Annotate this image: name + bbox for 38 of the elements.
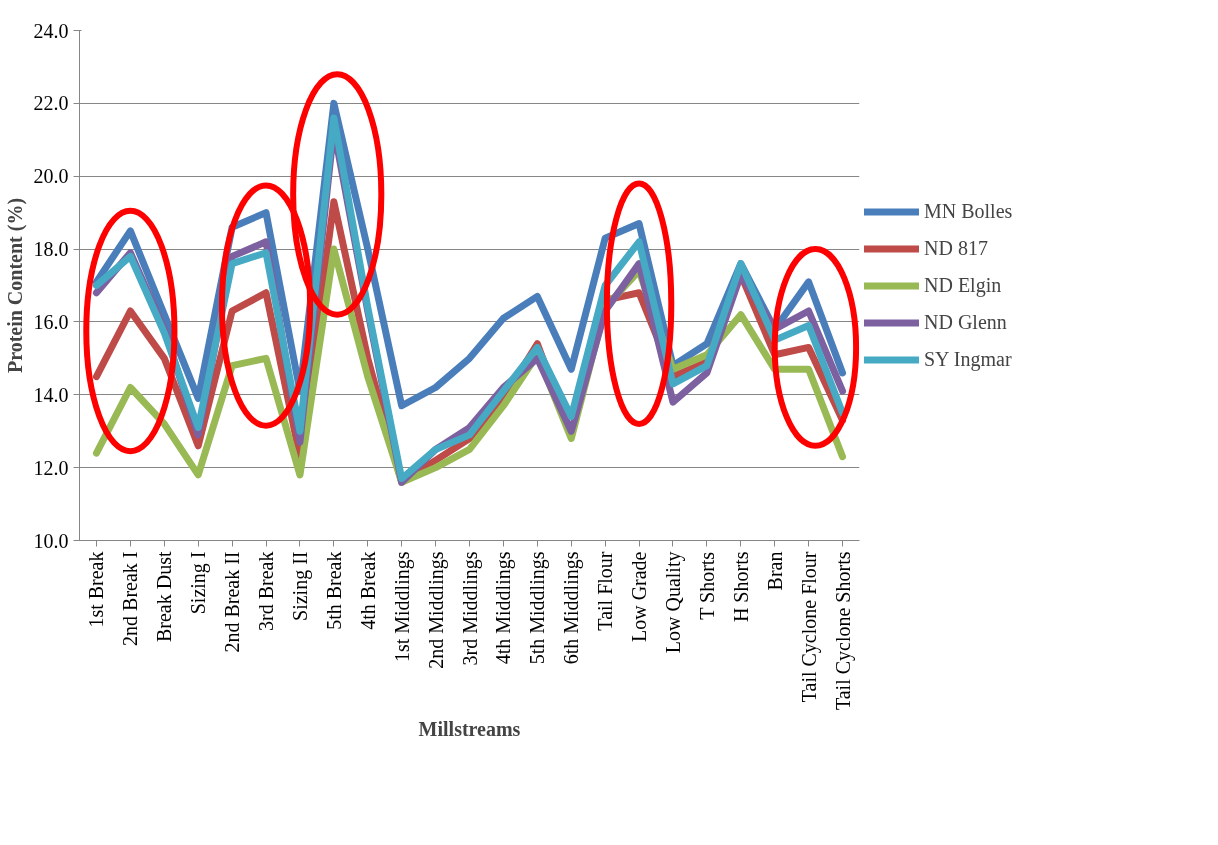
legend-label: SY Ingmar — [924, 347, 1012, 371]
x-tick-label: 3rd Break — [255, 551, 278, 631]
x-tick-label: Tail Cyclone Flour — [797, 551, 821, 703]
x-tick-label: T Shorts — [695, 551, 718, 620]
x-tick-label: 5th Break — [322, 551, 345, 630]
legend-label: ND 817 — [924, 236, 988, 260]
legend-label: MN Bolles — [924, 199, 1013, 223]
x-tick-label: 4th Break — [356, 551, 379, 630]
y-tick-label: 16.0 — [33, 310, 69, 333]
x-tick-label: Sizing I — [187, 551, 211, 615]
x-tick-label: Break Dust — [153, 551, 176, 643]
x-tick-label: Low Grade — [628, 551, 651, 643]
y-tick-label: 18.0 — [33, 238, 69, 261]
x-tick-label: 2nd Break II — [221, 551, 244, 653]
x-tick-label: 2nd Break I — [119, 551, 142, 646]
y-axis-title: Protein Content (%) — [3, 197, 27, 374]
y-tick-label: 24.0 — [33, 19, 69, 42]
x-tick-label: H Shorts — [729, 551, 752, 623]
x-tick-label: Bran — [763, 551, 786, 591]
y-tick-label: 14.0 — [33, 383, 69, 406]
x-axis-title: Millstreams — [418, 718, 521, 741]
x-tick-label: Tail Flour — [594, 551, 617, 631]
y-tick-label: 22.0 — [33, 92, 69, 115]
y-tick-label: 12.0 — [33, 456, 69, 479]
x-tick-label: Low Quality — [661, 551, 685, 654]
x-tick-label: Sizing II — [288, 551, 312, 621]
x-tick-label: 4th Middlings — [492, 551, 516, 665]
x-tick-label: 1st Break — [85, 551, 108, 628]
legend-label: ND Glenn — [924, 310, 1007, 334]
y-tick-label: 10.0 — [33, 529, 69, 552]
x-tick-label: Tail Cyclone Shorts — [831, 551, 855, 711]
x-tick-label: 6th Middlings — [560, 551, 584, 665]
legend-label: ND Elgin — [924, 273, 1002, 297]
x-tick-label: 5th Middlings — [526, 551, 550, 665]
y-tick-label: 20.0 — [33, 165, 69, 188]
x-tick-label: 3rd Middlings — [458, 551, 482, 666]
x-tick-label: 1st Middlings — [390, 551, 414, 663]
x-tick-label: 2nd Middlings — [424, 551, 448, 669]
